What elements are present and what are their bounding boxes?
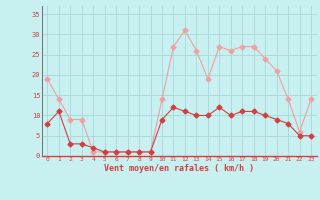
X-axis label: Vent moyen/en rafales ( km/h ): Vent moyen/en rafales ( km/h )	[104, 164, 254, 173]
